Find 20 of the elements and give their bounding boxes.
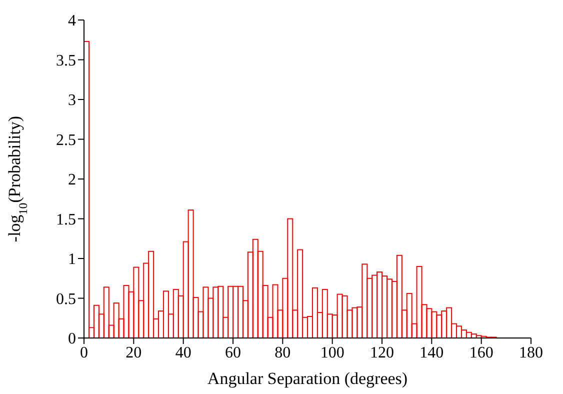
y-tick-label: 4 <box>68 12 76 30</box>
y-tick-label: 2.5 <box>56 132 76 149</box>
y-tick-label: 2 <box>68 172 76 189</box>
x-axis-title: Angular Separation (degrees) <box>207 369 408 388</box>
x-tick-label: 40 <box>175 344 192 362</box>
x-tick-label: 160 <box>469 344 494 362</box>
y-tick-label: 0 <box>68 330 76 348</box>
y-tick-label: 0.5 <box>56 290 76 308</box>
x-tick-label: 140 <box>420 344 444 362</box>
x-tick-label: 60 <box>225 344 241 362</box>
y-tick-label: 3 <box>68 92 76 110</box>
x-tick-label: 180 <box>519 344 543 362</box>
x-tick-label: 20 <box>126 344 142 362</box>
x-tick-label: 80 <box>274 344 291 362</box>
x-tick-label: 120 <box>370 344 394 362</box>
x-tick-label: 100 <box>320 344 344 362</box>
x-tick-label: 0 <box>80 344 88 362</box>
y-tick-label: 1 <box>68 251 76 268</box>
y-tick-label: 3.5 <box>56 52 76 70</box>
y-tick-label: 1.5 <box>56 211 76 228</box>
